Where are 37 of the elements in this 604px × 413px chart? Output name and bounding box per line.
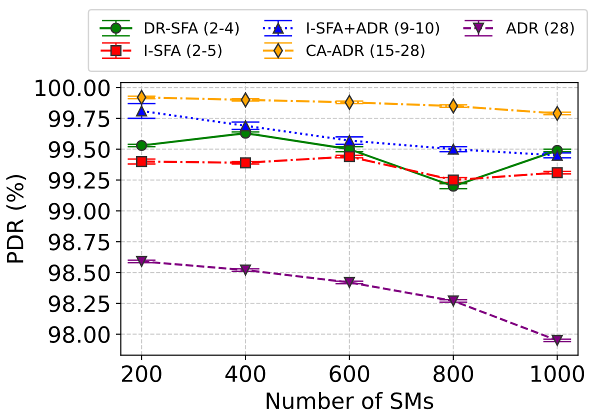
x-tick-label: 800 <box>434 365 474 382</box>
y-tick-label: 99.50 <box>48 141 110 158</box>
point <box>448 174 459 186</box>
y-tick-label: 100.00 <box>36 79 110 96</box>
point <box>344 151 355 162</box>
legend-label: DR-SFA (2-4) <box>144 22 239 36</box>
legend-label: CA-ADR (15-28) <box>306 44 424 58</box>
x-tick-label: 400 <box>225 365 266 382</box>
y-tick-label: 98.25 <box>48 295 110 312</box>
point <box>344 135 355 146</box>
legend-label: I-SFA (2-5) <box>144 44 222 58</box>
point <box>552 167 563 178</box>
point <box>240 264 252 276</box>
point <box>136 256 148 267</box>
point <box>240 120 252 132</box>
y-tick-label: 99.00 <box>48 202 110 220</box>
legend-label: I-SFA+ADR (9-10) <box>307 22 440 36</box>
point <box>136 156 148 168</box>
y-tick-label: 98.75 <box>48 234 110 250</box>
point <box>448 295 459 306</box>
point <box>448 144 459 155</box>
x-tick-label: 600 <box>330 365 370 382</box>
point <box>240 157 252 168</box>
point <box>136 140 148 152</box>
point <box>552 334 563 346</box>
y-axis-title: PDR (%) <box>6 175 26 262</box>
point <box>344 276 355 288</box>
y-tick-label: 99.75 <box>48 110 110 128</box>
point <box>136 105 148 117</box>
point <box>552 150 563 161</box>
y-tick-label: 99.25 <box>48 172 110 189</box>
x-tick-label: 1000 <box>531 365 584 382</box>
x-axis-title: Number of SMs <box>266 392 434 410</box>
legend-label: ADR (28) <box>506 22 574 36</box>
x-tick-label: 200 <box>122 365 162 382</box>
y-tick-label: 98.50 <box>48 264 110 282</box>
y-tick-label: 98.00 <box>48 326 110 343</box>
